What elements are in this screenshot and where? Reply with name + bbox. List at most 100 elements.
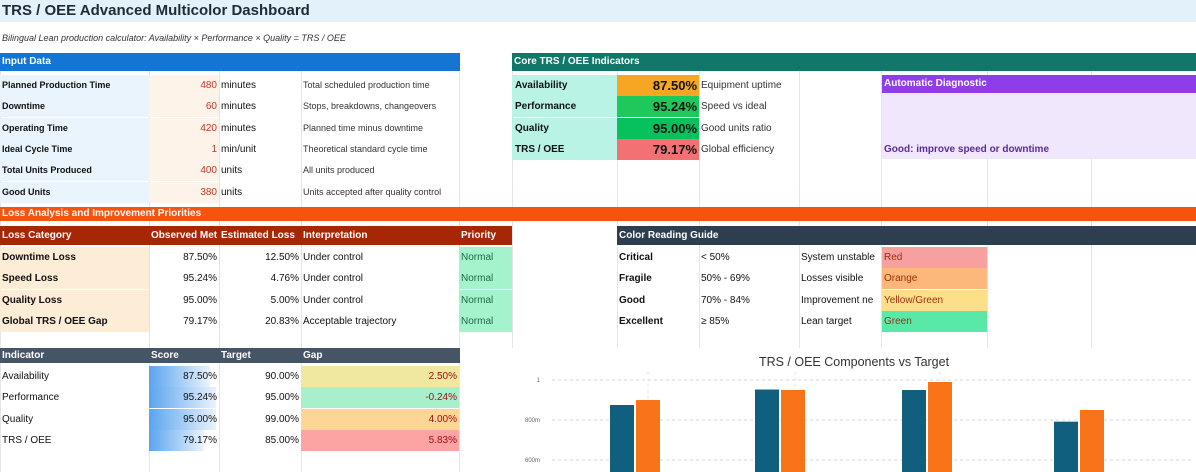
- input-unit: min/unit: [221, 143, 257, 155]
- input-value-bg: [149, 181, 219, 203]
- indicator-target: 99.00%: [265, 413, 299, 425]
- input-unit: minutes: [221, 101, 257, 113]
- priority-bg: [459, 268, 512, 290]
- indicator-gap: -0.24%: [425, 392, 457, 404]
- loss-observed: 95.24%: [183, 273, 217, 285]
- chart-bar: [781, 390, 805, 472]
- loss-interpretation: Under control: [303, 252, 364, 263]
- indicator-column-header: Target: [221, 350, 251, 361]
- input-note: Total scheduled production time: [303, 80, 430, 90]
- input-value[interactable]: 400: [200, 165, 217, 177]
- loss-category: Speed Loss: [2, 273, 59, 285]
- guide-level: Good: [619, 294, 646, 306]
- input-label-bg: [0, 75, 149, 96]
- input-value[interactable]: 1: [211, 143, 217, 155]
- core-label-bg: [512, 75, 617, 96]
- input-value-bg: [149, 117, 219, 139]
- loss-column-header: Estimated Loss: [221, 230, 295, 241]
- loss-priority: Normal: [461, 252, 494, 263]
- core-value: 87.50%: [652, 78, 697, 93]
- input-label-bg: [0, 160, 149, 182]
- gap-bg: [301, 387, 459, 409]
- guide-swatch: [882, 268, 987, 290]
- chart-bar: [610, 405, 634, 472]
- indicator-column-header: Indicator: [2, 350, 45, 361]
- core-value-bg: [617, 117, 699, 139]
- score-databar: [149, 429, 204, 451]
- indicator-gap: 4.00%: [428, 413, 457, 425]
- chart-bar: [928, 382, 952, 472]
- input-value-bg: [149, 138, 219, 160]
- guide-level: Fragile: [619, 273, 652, 285]
- guide-meaning: Lean target: [801, 315, 852, 327]
- priority-bg: [459, 310, 512, 332]
- input-value[interactable]: 60: [205, 101, 217, 113]
- priority-bg: [459, 247, 512, 268]
- input-label: Total Units Produced: [2, 165, 92, 176]
- indicator-name: Quality: [2, 413, 34, 425]
- chart-bar: [636, 400, 660, 472]
- core-value: 95.00%: [652, 120, 697, 136]
- guide-range: ≥ 85%: [701, 315, 730, 327]
- chart-bar: [902, 390, 926, 472]
- guide-color-name: Red: [884, 252, 903, 263]
- guide-meaning: Improvement ne: [801, 294, 874, 306]
- input-label: Operating Time: [2, 122, 68, 133]
- core-indicators-header-band: [512, 53, 1196, 71]
- core-value-bg: [617, 75, 699, 96]
- guide-swatch: [882, 247, 987, 268]
- loss-estimated: 5.00%: [270, 294, 299, 306]
- priority-bg: [459, 289, 512, 311]
- dashboard-subtitle: Bilingual Lean production calculator: Av…: [2, 33, 346, 43]
- input-unit: units: [221, 165, 243, 177]
- input-value[interactable]: 380: [200, 186, 217, 198]
- guide-meaning: System unstable: [801, 252, 875, 263]
- core-label: Availability: [515, 80, 568, 91]
- core-label: Performance: [515, 101, 577, 113]
- diagnostic-text: Good: improve speed or downtime: [884, 144, 1050, 155]
- color-guide-header: Color Reading Guide: [619, 230, 719, 241]
- y-tick-label: 1: [537, 378, 541, 384]
- core-label: Quality: [515, 122, 549, 134]
- core-value: 79.17%: [652, 141, 697, 157]
- loss-observed: 95.00%: [183, 294, 217, 306]
- components-vs-target-chart[interactable]: TRS / OEE Components vs Target 1 800m 600m: [512, 348, 1196, 472]
- chart-bar: [1080, 410, 1104, 472]
- loss-interpretation: Acceptable trajectory: [303, 315, 397, 327]
- score-databar: [149, 408, 216, 430]
- indicator-column-header: Score: [151, 350, 179, 361]
- input-value-bg: [149, 75, 219, 96]
- input-label-bg: [0, 181, 149, 203]
- score-databar: [149, 366, 210, 387]
- guide-color-name: Yellow/Green: [884, 294, 944, 306]
- loss-priority: Normal: [461, 315, 494, 327]
- chart-bar: [1054, 421, 1078, 472]
- input-unit: minutes: [221, 80, 257, 91]
- input-value-bg: [149, 160, 219, 182]
- input-unit: minutes: [221, 122, 257, 134]
- loss-cat-bg: [0, 268, 149, 290]
- input-note: Planned time minus downtime: [303, 122, 424, 133]
- loss-column-header: Loss Category: [2, 230, 72, 241]
- loss-estimated: 4.76%: [270, 273, 299, 285]
- input-value[interactable]: 420: [200, 122, 217, 134]
- indicator-name: Performance: [2, 392, 60, 404]
- input-value[interactable]: 480: [200, 80, 217, 91]
- loss-interpretation: Under control: [303, 294, 364, 306]
- diagnostic-header: Automatic Diagnostic: [884, 78, 987, 89]
- loss-interpretation: Under control: [303, 273, 364, 285]
- loss-priority: Normal: [461, 294, 494, 306]
- guide-swatch: [882, 289, 987, 311]
- input-data-header-band: [0, 53, 460, 71]
- core-note: Equipment uptime: [701, 80, 782, 91]
- guide-range: 70% - 84%: [701, 294, 750, 306]
- indicator-score: 95.24%: [183, 392, 217, 404]
- title-band: [0, 0, 1196, 22]
- input-label: Planned Production Time: [2, 80, 111, 90]
- input-label-bg: [0, 96, 149, 118]
- loss-category: Downtime Loss: [2, 252, 76, 263]
- loss-priority: Normal: [461, 273, 494, 285]
- input-value-bg: [149, 96, 219, 118]
- chart-bar: [755, 389, 779, 472]
- indicator-column-header: Gap: [303, 350, 323, 361]
